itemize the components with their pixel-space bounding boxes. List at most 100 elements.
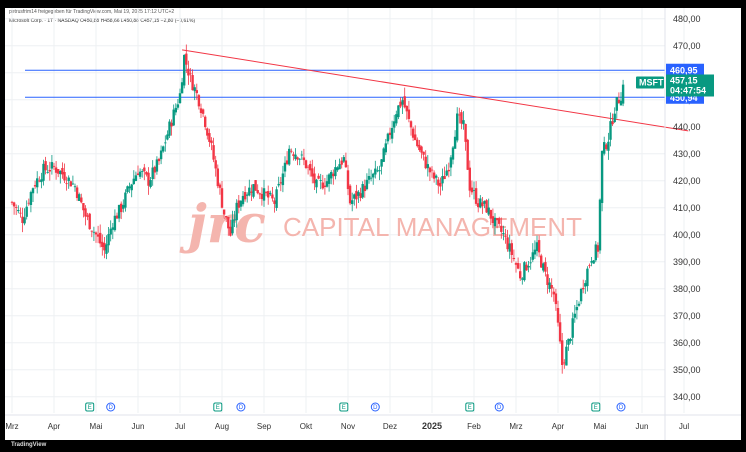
- time-tick-label: Mrz: [509, 422, 522, 431]
- candle: [437, 177, 440, 194]
- candle: [122, 199, 125, 213]
- earnings-marker[interactable]: E: [85, 402, 95, 412]
- candle-body: [487, 207, 490, 215]
- candle: [88, 212, 91, 230]
- candle: [544, 257, 547, 277]
- price-tick-label: 400,00: [673, 230, 701, 240]
- earnings-marker-box: [591, 402, 601, 412]
- candle: [44, 156, 47, 175]
- candle: [531, 243, 534, 263]
- candle: [206, 127, 209, 140]
- candle-body: [439, 182, 442, 187]
- price-tick-label: 350,00: [673, 365, 701, 375]
- candle-body: [600, 150, 604, 203]
- candle-body: [212, 145, 215, 160]
- candle-body: [382, 148, 385, 162]
- candle: [69, 180, 72, 187]
- price-axis[interactable]: 480,00470,00460,00450,00440,00430,00420,…: [664, 8, 701, 440]
- earnings-marker[interactable]: E: [213, 402, 223, 412]
- price-tick-label: 340,00: [673, 392, 701, 402]
- candle-body: [82, 203, 85, 211]
- candle-body: [460, 112, 463, 124]
- candle: [411, 126, 415, 141]
- candle-body: [38, 180, 41, 182]
- candle-body: [292, 154, 295, 156]
- candle-body: [401, 100, 404, 105]
- candle-body: [363, 185, 366, 192]
- price-chart[interactable]: jrc CAPITAL MANAGEMENT E D E D E D E D E D 480,00…: [5, 8, 741, 440]
- candle: [405, 105, 408, 120]
- candle: [569, 337, 572, 344]
- candle: [46, 165, 49, 174]
- candle: [260, 187, 264, 206]
- candle: [65, 176, 68, 191]
- resistance-trendline[interactable]: [182, 49, 689, 132]
- candle: [149, 177, 152, 189]
- candle-body: [409, 121, 413, 128]
- candle-body: [619, 100, 623, 106]
- candle-body: [214, 160, 217, 169]
- candle-body: [483, 200, 486, 204]
- candle-body: [491, 216, 495, 224]
- candle-body: [416, 139, 419, 147]
- candle-body: [227, 216, 230, 229]
- candle-body: [405, 105, 408, 112]
- earnings-marker[interactable]: E: [339, 402, 349, 412]
- time-tick-label: Okt: [300, 422, 313, 431]
- event-marker-label: D: [619, 405, 624, 411]
- candle: [183, 54, 186, 89]
- candle: [63, 163, 66, 183]
- candle: [220, 181, 224, 209]
- candle-body: [605, 144, 608, 149]
- candle: [332, 169, 335, 185]
- candle-body: [90, 230, 93, 232]
- candle-body: [101, 241, 104, 247]
- candle-body: [311, 168, 314, 177]
- candle: [441, 168, 444, 191]
- candle: [334, 159, 337, 180]
- event-marker-label: E: [594, 405, 598, 411]
- candle-body: [46, 172, 49, 173]
- price-tick-label: 370,00: [673, 311, 701, 321]
- candle: [393, 114, 396, 133]
- candle: [113, 209, 117, 232]
- dividend-marker[interactable]: D: [236, 402, 246, 412]
- dividend-marker[interactable]: D: [106, 402, 116, 412]
- candle: [527, 261, 530, 273]
- symbol-tag: MSFT: [636, 76, 664, 89]
- time-axis[interactable]: Mrz Apr Mai Jun Jul Aug Sep Okt Nov Dez 2025 Feb Mrz…: [5, 414, 741, 431]
- candle-body: [571, 318, 574, 338]
- candle: [225, 215, 228, 223]
- candle-body: [569, 338, 572, 342]
- horizontal-price-lines[interactable]: [25, 69, 665, 98]
- candle-body: [172, 109, 175, 126]
- candle: [615, 97, 618, 119]
- earnings-marker[interactable]: E: [465, 402, 475, 412]
- candle: [521, 277, 524, 285]
- candle-body: [573, 313, 576, 318]
- candle-body: [42, 163, 45, 181]
- candle-body: [502, 233, 505, 235]
- candle-body: [384, 143, 387, 153]
- tradingview-logo: TradingView: [11, 442, 47, 448]
- price-line-tag-label: 450,94: [670, 93, 698, 103]
- earnings-marker[interactable]: E: [591, 402, 601, 412]
- dividend-marker[interactable]: D: [616, 402, 626, 412]
- candle-body: [271, 194, 274, 199]
- candle: [384, 138, 387, 156]
- candle: [296, 156, 299, 166]
- candle-body: [588, 265, 591, 267]
- dividend-marker[interactable]: D: [494, 402, 504, 412]
- candle-body: [132, 178, 135, 185]
- candle: [447, 162, 450, 178]
- candle-body: [164, 142, 167, 144]
- candle: [561, 332, 564, 374]
- candle: [485, 199, 488, 214]
- dividend-marker[interactable]: D: [370, 402, 380, 412]
- candle: [464, 123, 467, 151]
- trendline[interactable]: [182, 49, 689, 132]
- candle: [516, 257, 520, 270]
- candle: [573, 304, 576, 323]
- candle: [470, 180, 474, 195]
